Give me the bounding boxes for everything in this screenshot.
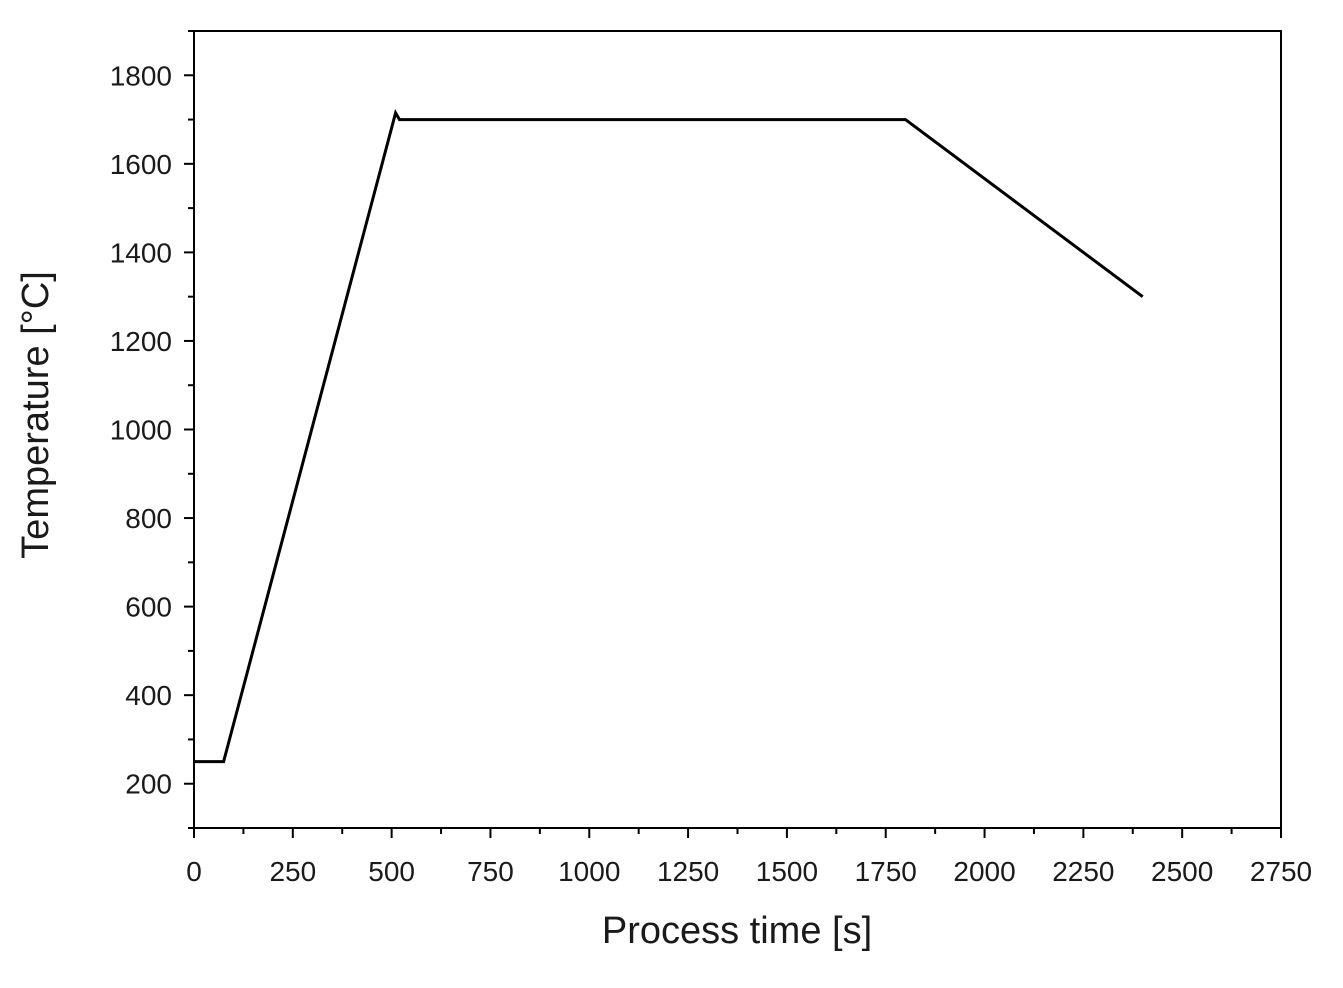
x-tick-label: 1750 <box>855 856 917 887</box>
y-tick-label: 1800 <box>110 60 172 91</box>
y-tick-label: 200 <box>125 769 172 800</box>
temperature-series-line <box>194 109 1144 764</box>
y-axis-label: Temperature [°C] <box>15 271 57 559</box>
x-tick-label: 250 <box>269 856 316 887</box>
y-tick-label: 400 <box>125 680 172 711</box>
x-tick-label: 2000 <box>953 856 1015 887</box>
x-tick-label: 1000 <box>558 856 620 887</box>
x-tick-label: 2250 <box>1052 856 1114 887</box>
y-tick-label: 1000 <box>110 415 172 446</box>
plot-frame <box>193 30 1282 829</box>
x-tick-label: 750 <box>467 856 514 887</box>
x-axis-label: Process time [s] <box>602 910 872 952</box>
x-tick-label: 1500 <box>756 856 818 887</box>
y-tick-label: 600 <box>125 592 172 623</box>
x-tick-label: 2500 <box>1151 856 1213 887</box>
x-tick-label: 500 <box>368 856 415 887</box>
y-tick-label: 1400 <box>110 237 172 268</box>
x-tick-label: 2750 <box>1250 856 1312 887</box>
x-tick-label: 0 <box>186 856 202 887</box>
x-axis-ticks: 0 250 500 750 1000 1250 1500 1750 2000 2250 2500 27… <box>186 828 1312 887</box>
y-tick-label: 1200 <box>110 326 172 357</box>
y-tick-label: 1600 <box>110 149 172 180</box>
y-tick-label: 800 <box>125 503 172 534</box>
x-tick-label: 1250 <box>657 856 719 887</box>
y-axis-ticks: 200 400 600 800 1000 1200 1400 1600 1800 <box>110 30 194 829</box>
